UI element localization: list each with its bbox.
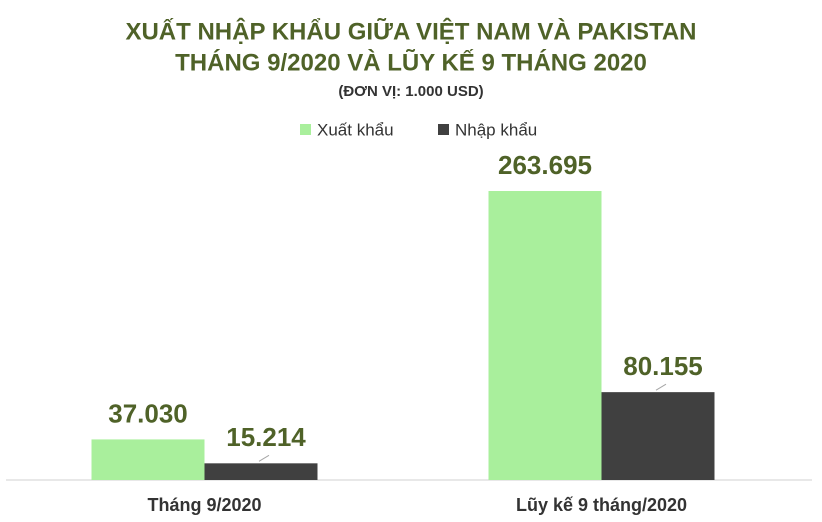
x-tick-label: Tháng 9/2020 xyxy=(147,495,261,515)
data-label: 263.695 xyxy=(498,150,592,180)
chart-title: XUẤT NHẬP KHẨU GIỮA VIỆT NAM VÀ PAKISTAN xyxy=(125,17,696,45)
chart-subtitle: (ĐƠN VỊ: 1.000 USD) xyxy=(338,83,483,100)
x-tick-label: Lũy kế 9 tháng/2020 xyxy=(516,495,687,515)
bar xyxy=(204,463,318,480)
data-label: 15.214 xyxy=(226,422,306,452)
legend-label: Nhập khẩu xyxy=(455,120,537,139)
legend-label: Xuất khẩu xyxy=(317,120,394,139)
legend-swatch xyxy=(300,124,311,135)
bar xyxy=(601,392,715,480)
legend-swatch xyxy=(438,124,449,135)
data-label: 80.155 xyxy=(623,351,703,381)
bar xyxy=(91,439,205,480)
leader-line xyxy=(655,383,667,391)
leader-line xyxy=(258,454,270,462)
bar xyxy=(488,191,602,480)
data-label: 37.030 xyxy=(108,398,188,428)
chart-title: THÁNG 9/2020 VÀ LŨY KẾ 9 THÁNG 2020 xyxy=(175,48,647,76)
